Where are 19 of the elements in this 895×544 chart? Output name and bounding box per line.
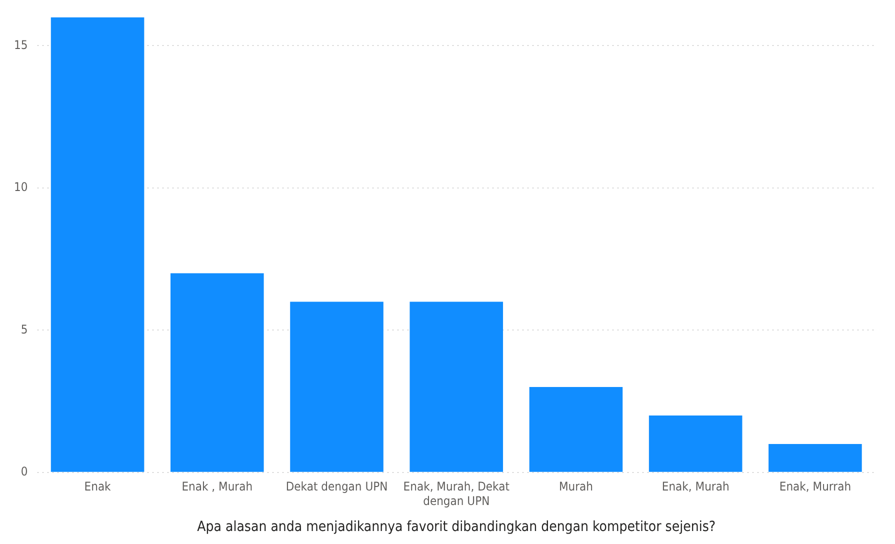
bar xyxy=(50,17,144,472)
bar xyxy=(410,302,504,472)
x-tick-label: Enak , Murah xyxy=(182,480,253,494)
bar xyxy=(170,273,264,472)
x-tick-label: Enak, Murah xyxy=(662,480,730,494)
x-axis-title: Apa alasan anda menjadikannya favorit dibandingkan dengan kompetitor sejenis? xyxy=(197,519,716,536)
x-tick-label: Dekat dengan UPN xyxy=(286,480,388,494)
bar xyxy=(768,444,862,472)
y-tick-label: 10 xyxy=(14,180,28,194)
bar xyxy=(648,416,742,472)
y-tick-label: 5 xyxy=(20,322,28,336)
y-tick-label: 15 xyxy=(14,38,28,52)
x-tick-label: Murah xyxy=(558,480,594,494)
y-tick-label: 0 xyxy=(20,464,28,479)
x-tick-label: Enak xyxy=(84,480,112,494)
bar xyxy=(529,387,623,472)
bar xyxy=(290,302,384,472)
x-tick-label: Enak, Murrah xyxy=(779,480,852,494)
x-tick-label: Enak, Murah, Dekat dengan UPN xyxy=(403,480,510,508)
